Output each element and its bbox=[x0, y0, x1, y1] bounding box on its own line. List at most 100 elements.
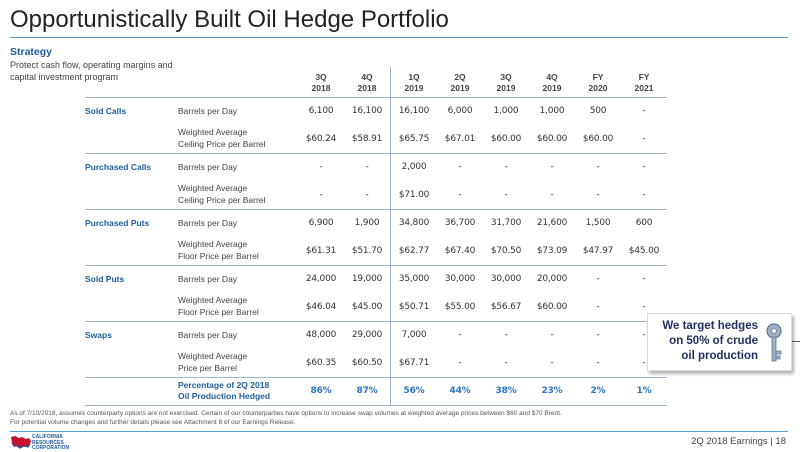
table-cell: - bbox=[642, 189, 646, 200]
column-header-line: 2019 bbox=[496, 82, 516, 93]
table-cell: - bbox=[458, 357, 462, 368]
callout-line-text: on 50% of crude bbox=[669, 335, 758, 347]
table-cell: $61.31 bbox=[305, 245, 337, 256]
column-header-line: 2018 bbox=[357, 82, 377, 93]
table-cell: - bbox=[621, 152, 667, 181]
row-description: Weighted Average Price per Barrel bbox=[178, 349, 298, 377]
percentage-cell: 23% bbox=[529, 376, 575, 406]
row-description: Barrels per Day bbox=[178, 152, 298, 181]
table-cell: 1,000 bbox=[529, 96, 575, 125]
key-icon bbox=[766, 323, 782, 362]
table-cell: $46.04 bbox=[305, 301, 337, 312]
callout-connector bbox=[790, 341, 800, 342]
column-header-line: 2021 bbox=[634, 82, 654, 93]
strategy-heading: Strategy bbox=[10, 46, 53, 58]
column-header-line: 2020 bbox=[588, 82, 608, 93]
table-row: Weighted Average Floor Price per Barrel $4… bbox=[85, 293, 667, 321]
table-cell: - bbox=[621, 264, 667, 293]
row-description: Barrels per Day bbox=[178, 96, 298, 125]
row-category: Purchased Puts bbox=[85, 208, 178, 237]
percentage-label-line: Percentage of 2Q 2018 bbox=[178, 379, 270, 390]
table-cell: 7,000 bbox=[390, 320, 437, 349]
table-row: Weighted Average Ceiling Price per Barrel… bbox=[85, 181, 667, 209]
table-cell: - bbox=[344, 152, 391, 181]
table-row: Purchased Calls Barrels per Day - -2,000- - -… bbox=[85, 152, 667, 181]
percentage-cell: 56% bbox=[390, 376, 437, 406]
logo-text: CALIFORNIA RESOURCES CORPORATION bbox=[32, 434, 70, 452]
page-title: Opportunistically Built Oil Hedge Portfo… bbox=[10, 6, 449, 33]
column-header-line: 3Q bbox=[500, 71, 512, 82]
table-cell: - bbox=[483, 152, 529, 181]
table-cell: 20,000 bbox=[529, 264, 575, 293]
column-header: 3Q 2018 bbox=[298, 67, 344, 97]
row-description-line: Weighted Average bbox=[178, 183, 248, 194]
table-cell: 48,000 bbox=[298, 320, 344, 349]
row-category: Swaps bbox=[85, 320, 178, 349]
table-cell: - bbox=[504, 189, 508, 200]
percentage-cell: 2% bbox=[575, 376, 621, 406]
table-cell: $60.24 bbox=[305, 133, 337, 144]
column-header: 1Q 2019 bbox=[390, 67, 437, 97]
table-cell: 6,000 bbox=[437, 96, 483, 125]
table-cell: - bbox=[596, 189, 600, 200]
percentage-cell: 1% bbox=[621, 376, 667, 406]
table-cell: - bbox=[529, 320, 575, 349]
table-cell: - bbox=[575, 152, 621, 181]
table-cell: $70.50 bbox=[490, 245, 522, 256]
table-cell: 30,000 bbox=[483, 264, 529, 293]
row-description: Weighted Average Ceiling Price per Barrel bbox=[178, 181, 298, 209]
column-header-line: 2019 bbox=[450, 82, 470, 93]
table-cell: - bbox=[642, 133, 646, 144]
row-description-line: Ceiling Price per Barrel bbox=[178, 194, 266, 205]
percentage-cell: 38% bbox=[483, 376, 529, 406]
row-description: Weighted Average Ceiling Price per Barrel bbox=[178, 125, 298, 153]
table-cell: - bbox=[575, 264, 621, 293]
table-cell: - bbox=[550, 189, 554, 200]
row-description-line: Ceiling Price per Barrel bbox=[178, 138, 266, 149]
callout-text: We target hedges on 50% of crude oil pro… bbox=[652, 319, 758, 364]
row-description-line: Weighted Average bbox=[178, 239, 248, 250]
table-row: Swaps Barrels per Day 48,000 29,000 7,000- - -… bbox=[85, 320, 667, 349]
column-header-line: 2018 bbox=[311, 82, 331, 93]
row-description: Barrels per Day bbox=[178, 264, 298, 293]
table-cell: - bbox=[550, 357, 554, 368]
table-cell: - bbox=[437, 152, 483, 181]
row-description-line: Barrels per Day bbox=[178, 105, 238, 116]
logo-line: CORPORATION bbox=[32, 445, 70, 451]
row-description: Barrels per Day bbox=[178, 320, 298, 349]
table-cell: $45.00 bbox=[628, 245, 660, 256]
table-cell: $47.97 bbox=[582, 245, 614, 256]
column-header-line: 2019 bbox=[542, 82, 562, 93]
column-header: 3Q 2019 bbox=[483, 67, 529, 97]
table-cell: - bbox=[529, 152, 575, 181]
company-logo bbox=[11, 436, 31, 449]
table-cell: $51.70 bbox=[351, 245, 383, 256]
table-cell: $56.67 bbox=[490, 301, 522, 312]
row-description-line: Price per Barrel bbox=[178, 362, 238, 373]
table-cell: - bbox=[437, 320, 483, 349]
table-row: Purchased Puts Barrels per Day 6,900 1,900 3… bbox=[85, 208, 667, 237]
table-cell: - bbox=[458, 189, 462, 200]
table-cell: 6,100 bbox=[298, 96, 344, 125]
table-cell: 1,000 bbox=[483, 96, 529, 125]
table-cell: $65.75 bbox=[390, 125, 437, 153]
strategy-text: Protect cash flow, operating margins and… bbox=[10, 60, 173, 82]
table-cell: $60.50 bbox=[351, 357, 383, 368]
percentage-cell: 44% bbox=[437, 376, 483, 406]
table-cell: 16,100 bbox=[390, 96, 437, 125]
table-cell: 16,100 bbox=[344, 96, 391, 125]
table-cell: $50.71 bbox=[390, 293, 437, 321]
title-divider bbox=[10, 37, 788, 38]
column-header-line: 4Q bbox=[546, 71, 558, 82]
table-cell: $60.00 bbox=[536, 301, 568, 312]
table-row: Weighted Average Price per Barrel $60.35 $6… bbox=[85, 349, 667, 377]
table-cell: 34,800 bbox=[390, 208, 437, 237]
row-description-line: Weighted Average bbox=[178, 351, 248, 362]
row-description-line: Floor Price per Barrel bbox=[178, 306, 259, 317]
callout-box: We target hedges on 50% of crude oil pro… bbox=[647, 313, 792, 371]
percentage-label: Percentage of 2Q 2018 Oil Production Hedg… bbox=[178, 376, 298, 406]
footnote: As of 7/10/2018, assumes counterparty op… bbox=[10, 410, 562, 426]
table-cell: - bbox=[575, 320, 621, 349]
table-cell: $60.00 bbox=[490, 133, 522, 144]
row-category bbox=[85, 349, 178, 377]
